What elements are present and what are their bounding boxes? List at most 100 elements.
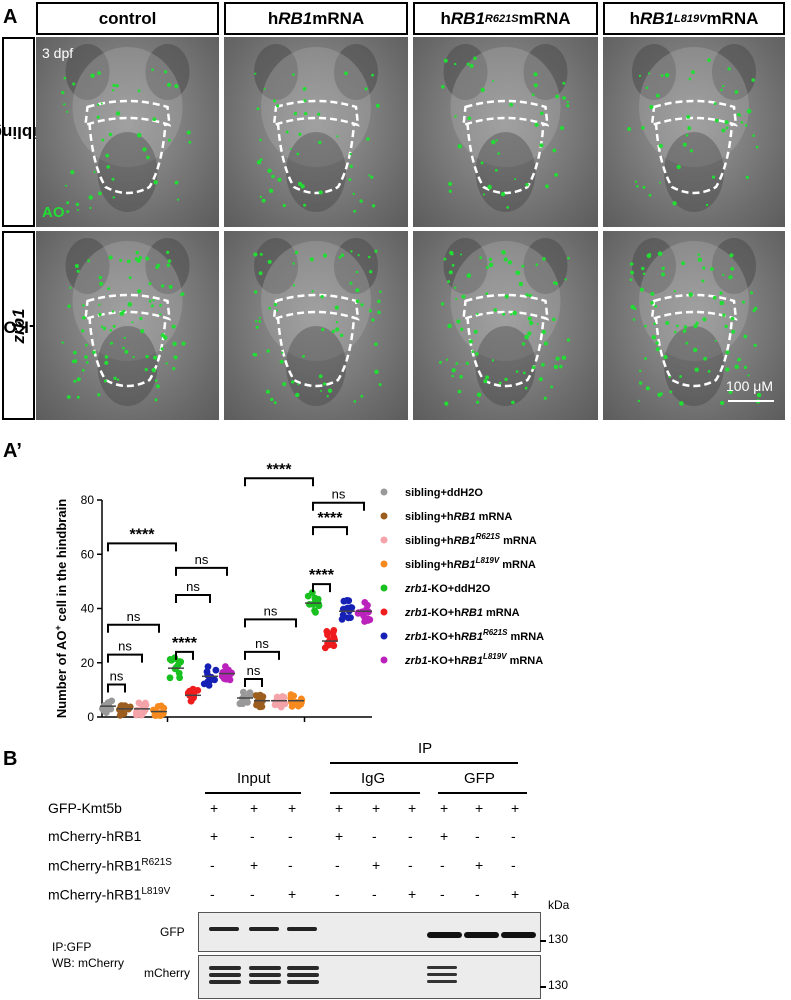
- ao-dot: [349, 152, 352, 156]
- ao-dot: [476, 392, 482, 398]
- sign-mark: -: [335, 886, 340, 902]
- ao-dot: [510, 313, 513, 316]
- ao-dot: [317, 112, 321, 116]
- ao-dot: [67, 304, 71, 308]
- blot-label-gfp: GFP: [160, 925, 185, 939]
- data-point: [176, 674, 184, 682]
- sign-mark: -: [440, 857, 445, 873]
- ao-dot: [448, 181, 453, 186]
- blot-label-mcherry: mCherry: [144, 966, 191, 980]
- ao-dot: [63, 76, 67, 80]
- sign-mark: -: [475, 886, 480, 902]
- legend-marker: [380, 512, 388, 520]
- ao-dot: [528, 293, 532, 298]
- ao-dot: [658, 143, 663, 149]
- significance-bracket: [312, 501, 365, 511]
- ao-dot: [727, 67, 731, 71]
- ao-dot: [461, 294, 466, 299]
- ao-dot: [468, 339, 473, 344]
- body-shadow: [286, 326, 346, 406]
- fish-drawing: [61, 238, 190, 406]
- ao-dot: [642, 272, 646, 276]
- ao-dot: [697, 253, 700, 256]
- ao-dot: [98, 275, 103, 280]
- ao-dot: [374, 249, 378, 253]
- ao-dot: [360, 303, 364, 307]
- ao-dot: [152, 299, 155, 302]
- ao-dot: [181, 341, 186, 346]
- ao-dot: [180, 293, 183, 296]
- ao-dot: [663, 355, 668, 360]
- ao-dot: [722, 273, 725, 276]
- sign-mark: +: [511, 886, 520, 902]
- ao-dot: [150, 304, 154, 308]
- mcherry-band: [249, 973, 281, 977]
- data-point: [240, 696, 248, 703]
- sign-mark: -: [250, 828, 255, 844]
- eye-left: [632, 238, 676, 294]
- ao-dot: [753, 306, 758, 311]
- gfp-band: [464, 932, 499, 938]
- ao-dot: [730, 267, 735, 271]
- ao-dot: [523, 371, 526, 375]
- row-label-text: GFP-Kmt5b: [48, 800, 122, 816]
- ao-dot: [73, 379, 77, 383]
- ao-dot: [683, 325, 688, 329]
- ao-dot: [648, 193, 652, 197]
- ao-dot: [188, 140, 192, 144]
- ao-dot: [659, 392, 663, 396]
- ao-dot: [473, 329, 478, 334]
- ao-dot: [751, 78, 755, 82]
- data-point: [154, 711, 161, 719]
- ao-dot: [256, 160, 262, 165]
- y-tick-label: 20: [81, 656, 95, 670]
- data-point: [166, 674, 174, 682]
- cerebellum-outline: [650, 293, 738, 321]
- data-point: [321, 644, 329, 652]
- ao-dot: [177, 198, 180, 201]
- significance-bracket: [175, 650, 194, 660]
- data-point: [364, 615, 371, 623]
- ao-dot: [491, 359, 495, 362]
- ao-dot: [258, 316, 261, 319]
- data-point: [116, 712, 124, 719]
- ao-dot: [122, 309, 126, 313]
- ao-dot: [555, 94, 559, 99]
- ao-dot: [76, 395, 80, 399]
- ao-dot: [171, 324, 176, 329]
- sign-mark: +: [288, 800, 297, 816]
- ao-dot: [113, 376, 117, 380]
- ao-dot: [318, 140, 322, 145]
- ao-dot: [336, 135, 339, 138]
- ao-dot: [705, 203, 709, 207]
- ao-dot: [116, 378, 120, 381]
- ao-dot: [552, 148, 557, 153]
- group-line: [330, 792, 420, 794]
- ao-dot: [728, 390, 733, 394]
- ao-dot: [743, 365, 748, 369]
- ao-dot: [371, 318, 375, 322]
- ao-dot: [540, 111, 544, 116]
- ao-dot: [99, 281, 104, 286]
- ao-dot: [302, 87, 307, 91]
- ao-dot: [707, 58, 711, 62]
- ao-dot: [145, 354, 149, 359]
- ao-dot: [504, 294, 509, 299]
- column-header-3: h RB1 L819V mRNA: [603, 2, 785, 35]
- significance-bracket: [107, 623, 160, 633]
- ao-dot: [460, 253, 463, 256]
- ao-dot: [76, 269, 80, 273]
- data-point: [141, 706, 149, 714]
- ao-dot: [331, 329, 335, 334]
- ao-dot: [371, 73, 374, 77]
- gfp-band: [427, 932, 462, 938]
- ao-dot: [714, 118, 719, 123]
- ao-dot: [266, 349, 270, 353]
- ao-dot: [348, 178, 352, 182]
- ao-dot: [252, 352, 256, 357]
- ao-dot: [293, 111, 298, 116]
- cerebellum-outline: [272, 293, 360, 321]
- sign-mark: -: [250, 886, 255, 902]
- ao-dot: [554, 173, 558, 177]
- ao-dot: [454, 286, 457, 289]
